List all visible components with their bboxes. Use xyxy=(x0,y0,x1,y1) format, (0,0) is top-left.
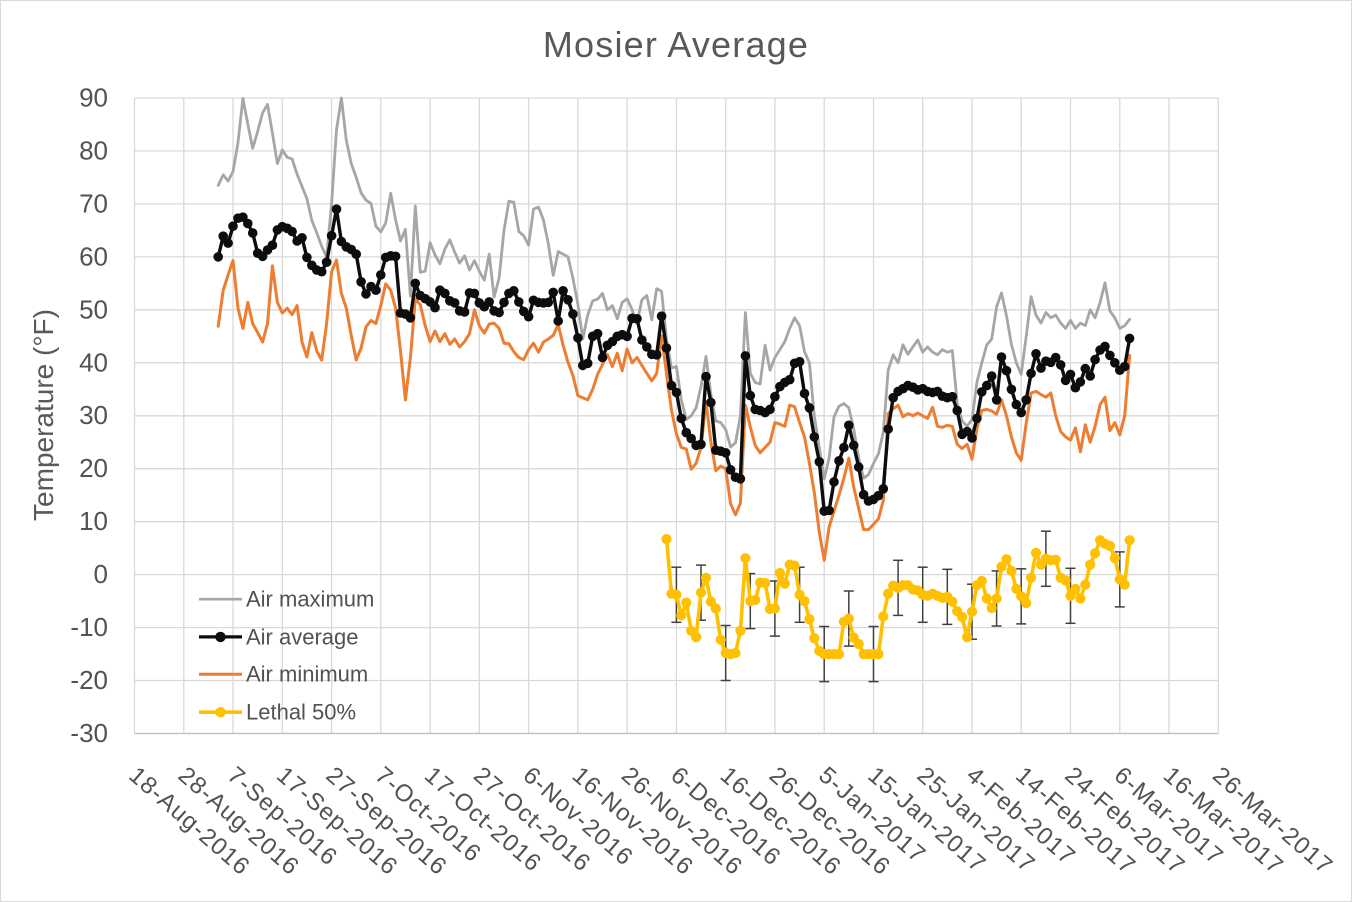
svg-text:20: 20 xyxy=(79,453,108,483)
svg-text:Air maximum: Air maximum xyxy=(246,587,374,612)
svg-text:Air minimum: Air minimum xyxy=(246,662,368,687)
svg-text:Lethal 50%: Lethal 50% xyxy=(246,700,356,725)
svg-text:10: 10 xyxy=(79,506,108,536)
svg-text:90: 90 xyxy=(79,83,108,113)
svg-text:Temperature (°F): Temperature (°F) xyxy=(28,309,59,521)
svg-text:-20: -20 xyxy=(70,665,108,695)
svg-text:Air average: Air average xyxy=(246,624,359,649)
svg-text:40: 40 xyxy=(79,347,108,377)
svg-text:0: 0 xyxy=(94,559,108,589)
svg-text:60: 60 xyxy=(79,241,108,271)
svg-text:70: 70 xyxy=(79,188,108,218)
svg-text:30: 30 xyxy=(79,400,108,430)
svg-text:50: 50 xyxy=(79,294,108,324)
svg-text:Mosier Average: Mosier Average xyxy=(543,24,809,65)
svg-text:80: 80 xyxy=(79,136,108,166)
svg-text:-30: -30 xyxy=(70,718,108,748)
svg-text:-10: -10 xyxy=(70,612,108,642)
